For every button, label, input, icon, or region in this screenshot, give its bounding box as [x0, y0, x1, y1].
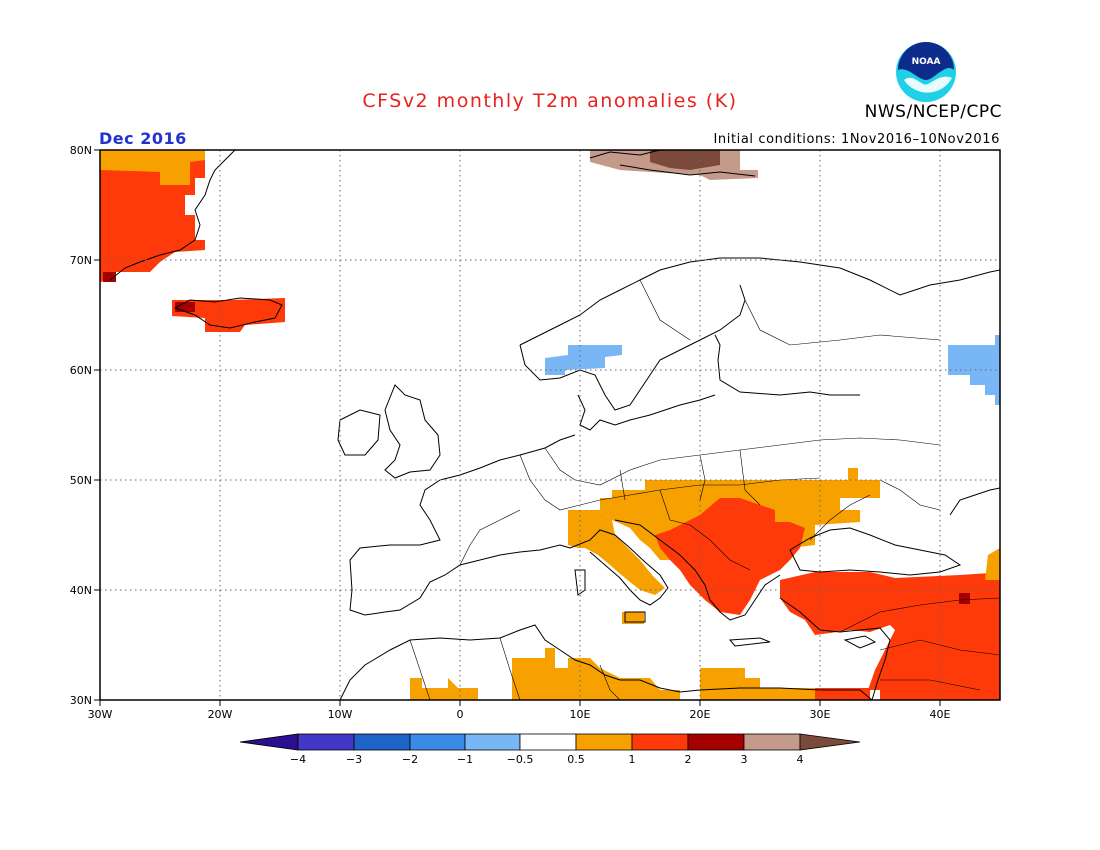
colorbar-tick: −3 [346, 753, 362, 766]
lat-labels: 80N 70N 60N 50N 40N 30N [70, 144, 92, 707]
lat-label: 70N [70, 254, 92, 267]
anomaly-region [545, 345, 622, 375]
axis-ticks [94, 149, 941, 706]
colorbar-tick: 4 [797, 753, 804, 766]
anomaly-region [622, 612, 644, 624]
lon-label: 10W [328, 708, 353, 721]
lat-label: 80N [70, 144, 92, 157]
anomaly-region [700, 668, 815, 700]
lat-label: 30N [70, 694, 92, 707]
anomaly-region [512, 648, 680, 700]
lon-label: 20W [208, 708, 233, 721]
anomaly-region [650, 150, 720, 170]
agency-label: NWS/NCEP/CPC [864, 102, 1002, 122]
anomaly-fields [100, 150, 1000, 700]
anomaly-region [959, 593, 970, 604]
colorbar-labels: −4 −3 −2 −1 −0.5 0.5 1 2 3 4 [290, 753, 804, 766]
colorbar-tick: −2 [402, 753, 418, 766]
colorbar-tick: −0.5 [507, 753, 534, 766]
anomaly-region [780, 572, 1000, 700]
colorbar-tick: 3 [741, 753, 748, 766]
colorbar-tick: 1 [629, 753, 636, 766]
lat-label: 50N [70, 474, 92, 487]
graticule [100, 150, 1000, 700]
lon-label: 30E [810, 708, 831, 721]
lat-label: 60N [70, 364, 92, 377]
colorbar-segment [631, 733, 689, 751]
colorbar-tick: 0.5 [567, 753, 585, 766]
anomaly-region [568, 510, 665, 595]
colorbar-tick: −1 [457, 753, 473, 766]
lon-label: 40E [930, 708, 951, 721]
forecast-month: Dec 2016 [99, 129, 187, 148]
colorbar-segment [464, 733, 521, 751]
lon-label: 20E [690, 708, 711, 721]
anomaly-region [655, 498, 805, 615]
initial-conditions: Initial conditions: 1Nov2016–10Nov2016 [713, 132, 1000, 147]
colorbar-segment [799, 733, 861, 751]
map-title: CFSv2 monthly T2m anomalies (K) [362, 90, 738, 112]
colorbar-segment [575, 733, 633, 751]
logo-text: NOAA [912, 57, 941, 67]
lon-label: 0 [457, 708, 464, 721]
colorbar-tick: −4 [290, 753, 306, 766]
colorbar-segment [239, 733, 299, 751]
map-frame [99, 149, 1001, 701]
anomaly-region [172, 298, 285, 332]
colorbar-segment [519, 733, 577, 751]
noaa-logo-icon: NOAA [896, 42, 956, 102]
colorbar-segment [743, 733, 801, 751]
colorbar-segment [353, 733, 411, 751]
anomaly-region [985, 548, 1000, 580]
colorbar-segment [297, 733, 355, 751]
colorbar-tick: 2 [685, 753, 692, 766]
anomaly-region [103, 272, 116, 282]
lat-label: 40N [70, 584, 92, 597]
anomaly-region [948, 335, 1000, 405]
anomaly-region [100, 150, 205, 185]
lon-labels: 30W 20W 10W 0 10E 20E 30E 40E [88, 708, 951, 721]
lon-label: 30W [88, 708, 113, 721]
colorbar-segment [409, 733, 466, 751]
colorbar-segment [687, 733, 745, 751]
anomaly-region [410, 678, 478, 700]
lon-label: 10E [570, 708, 591, 721]
anomaly-region [815, 688, 870, 700]
anomaly-region [175, 302, 195, 312]
